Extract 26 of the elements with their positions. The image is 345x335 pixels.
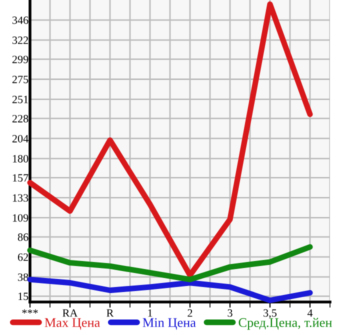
y-tick-label: 157 [12,174,28,182]
x-tick-label: 3,5 [264,309,277,318]
y-tick-label: 251 [12,96,28,104]
y-tick-label: 322 [12,36,28,44]
y-tick-label: 346 [12,16,28,24]
y-tick-label: 180 [12,154,28,162]
y-tick-label: 62 [18,253,28,261]
x-tick-label: 1 [148,309,152,317]
x-tick-label: 3 [228,309,232,317]
y-tick-label: 86 [18,233,28,241]
legend-label: Сред.Цена, т.йен [238,318,332,330]
legend-label: Min Цена [142,318,196,330]
y-tick-label: 275 [12,76,28,84]
y-tick-label: 204 [12,134,28,142]
x-tick-label: 4 [307,309,313,317]
x-tick-label: RA [62,309,78,317]
legend-label: Max Цена [44,318,100,330]
x-tick-label: R [106,309,114,317]
y-tick-label: 38 [18,273,28,281]
y-tick-label: 15 [18,292,28,300]
y-tick-label: 299 [12,56,28,64]
y-tick-label: 133 [12,194,28,202]
y-tick-label: 228 [12,114,28,122]
x-tick-label: *** [22,309,38,314]
x-tick-label: 2 [188,309,192,317]
y-tick-label: 109 [12,214,28,222]
